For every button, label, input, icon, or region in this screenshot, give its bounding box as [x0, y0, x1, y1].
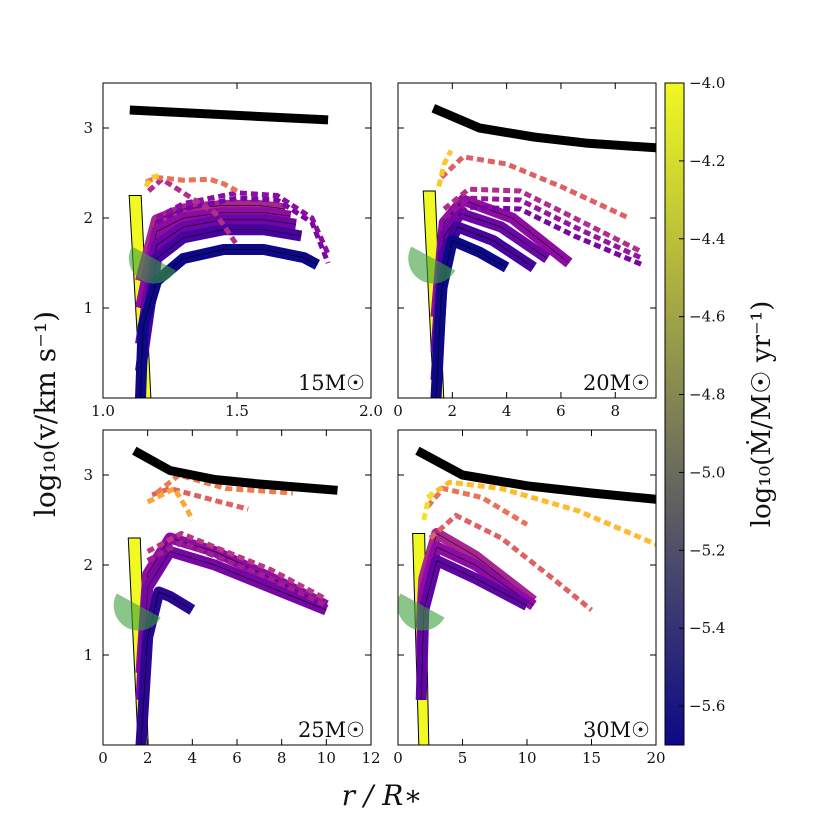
y-tick-label: 2: [83, 209, 93, 227]
plot-area: [408, 104, 656, 398]
colorbar-gradient: [664, 82, 685, 746]
colorbar-tick-label: −5.4: [689, 619, 725, 637]
colorbar-tick-label: −5.6: [689, 697, 725, 715]
velocity-curve-dotted: [151, 485, 249, 512]
panel-frame: [397, 82, 657, 399]
panel-30msun: 0 5 10 15 20 30M☉: [393, 429, 666, 767]
velocity-curve-dotted: [146, 485, 195, 522]
velocity-curve-dotted: [426, 479, 656, 547]
y-tick-label: 3: [83, 466, 93, 484]
colorbar-tick-label: −4.4: [689, 230, 725, 248]
plot-area: [128, 105, 331, 398]
x-tick-label: 1.5: [225, 402, 249, 420]
escape-velocity-line: [129, 105, 329, 125]
x-tick-label: 6: [556, 402, 566, 420]
x-tick-label: 8: [610, 402, 620, 420]
velocity-band-edge: [140, 249, 318, 398]
colorbar-tick-label: −5.2: [689, 541, 725, 559]
x-tick-label: 10: [317, 749, 336, 767]
velocity-curve-dotted: [442, 186, 644, 255]
velocity-curve-dotted: [425, 485, 529, 527]
sonic-point-wedge: [408, 246, 456, 284]
x-tick-label: 0: [98, 749, 108, 767]
x-tick-label: 20: [646, 749, 665, 767]
x-tick-label: 2.0: [359, 402, 383, 420]
velocity-band-edge: [435, 240, 507, 398]
panel-20msun: 0 2 4 6 8 20M☉: [393, 82, 657, 420]
velocity-curve-dotted: [436, 149, 454, 188]
x-tick-label: 15: [582, 749, 601, 767]
velocity-curve-dotted: [155, 472, 293, 496]
x-tick-label: 4: [502, 402, 512, 420]
panel-mass-label: 30M☉: [583, 718, 650, 742]
colorbar: −5.6 −5.4 −5.2 −5.0 −4.8 −4.6 −4.4 −4.2 −4.0: [664, 74, 725, 746]
y-tick-label: 3: [83, 119, 93, 137]
sonic-point-wedge: [113, 593, 161, 631]
velocity-curve-dotted: [146, 530, 328, 602]
x-tick-label: 8: [277, 749, 287, 767]
velocity-curve-dotted: [442, 195, 644, 261]
x-tick-label: 4: [188, 749, 198, 767]
y-tick-label: 1: [83, 646, 93, 664]
plot-area: [398, 446, 656, 745]
velocity-band-edge: [140, 591, 193, 745]
y-axis-title: log₁₀(v/km s⁻¹): [29, 311, 62, 517]
colorbar-tick-label: −4.2: [689, 152, 725, 170]
velocity-band-solid: [430, 235, 510, 398]
y-tick-label: 2: [83, 556, 93, 574]
y-tick-label: 1: [83, 299, 93, 317]
x-tick-label: 2: [143, 749, 153, 767]
velocity-curve-dotted: [428, 512, 594, 612]
panel-15msun: 1.0 1.5 2.0 1 2 3 15M☉: [83, 82, 383, 420]
sonic-point-wedge: [398, 593, 445, 631]
panel-mass-label: 20M☉: [583, 371, 650, 395]
velocity-band-edge: [140, 551, 327, 701]
x-tick-label: 10: [517, 749, 536, 767]
colorbar-tick-label: −5.0: [689, 463, 725, 481]
velocity-curve-dotted: [442, 204, 644, 268]
colorbar-tick-label: −4.8: [689, 386, 725, 404]
velocity-curve-dotted: [146, 539, 328, 608]
velocity-curve-dotted: [421, 490, 436, 521]
x-tick-label: 5: [458, 749, 468, 767]
x-tick-label: 12: [361, 749, 380, 767]
colorbar-tick-label: −4.6: [689, 308, 725, 326]
escape-velocity-line: [132, 446, 338, 495]
velocity-curve-dotted: [155, 190, 331, 256]
panel-mass-label: 15M☉: [298, 371, 365, 395]
x-tick-label: 0: [393, 402, 403, 420]
x-tick-label: 1.0: [91, 402, 115, 420]
x-axis-title: r / R∗: [342, 779, 423, 812]
velocity-band-edge: [420, 560, 528, 701]
velocity-curve-dotted: [143, 172, 163, 188]
velocity-curve-dotted: [144, 174, 239, 194]
velocity-curve-dotted: [146, 176, 240, 247]
colorbar-title: log₁₀(Ṁ/M☉ yr⁻¹): [746, 301, 777, 528]
velocity-band-solid: [135, 546, 329, 701]
panel-mass-label: 25M☉: [298, 718, 365, 742]
sonic-point-wedge: [128, 246, 176, 284]
x-tick-label: 2: [448, 402, 458, 420]
velocity-curve-dotted: [155, 195, 331, 264]
escape-velocity-line: [415, 446, 656, 504]
x-tick-label: 0: [393, 749, 403, 767]
escape-velocity-line: [431, 104, 656, 153]
x-tick-label: 6: [232, 749, 242, 767]
panel-frame: [397, 429, 657, 746]
velocity-curve-dotted: [439, 154, 630, 221]
colorbar-tick-label: −4.0: [689, 74, 725, 92]
plot-area: [113, 446, 338, 745]
